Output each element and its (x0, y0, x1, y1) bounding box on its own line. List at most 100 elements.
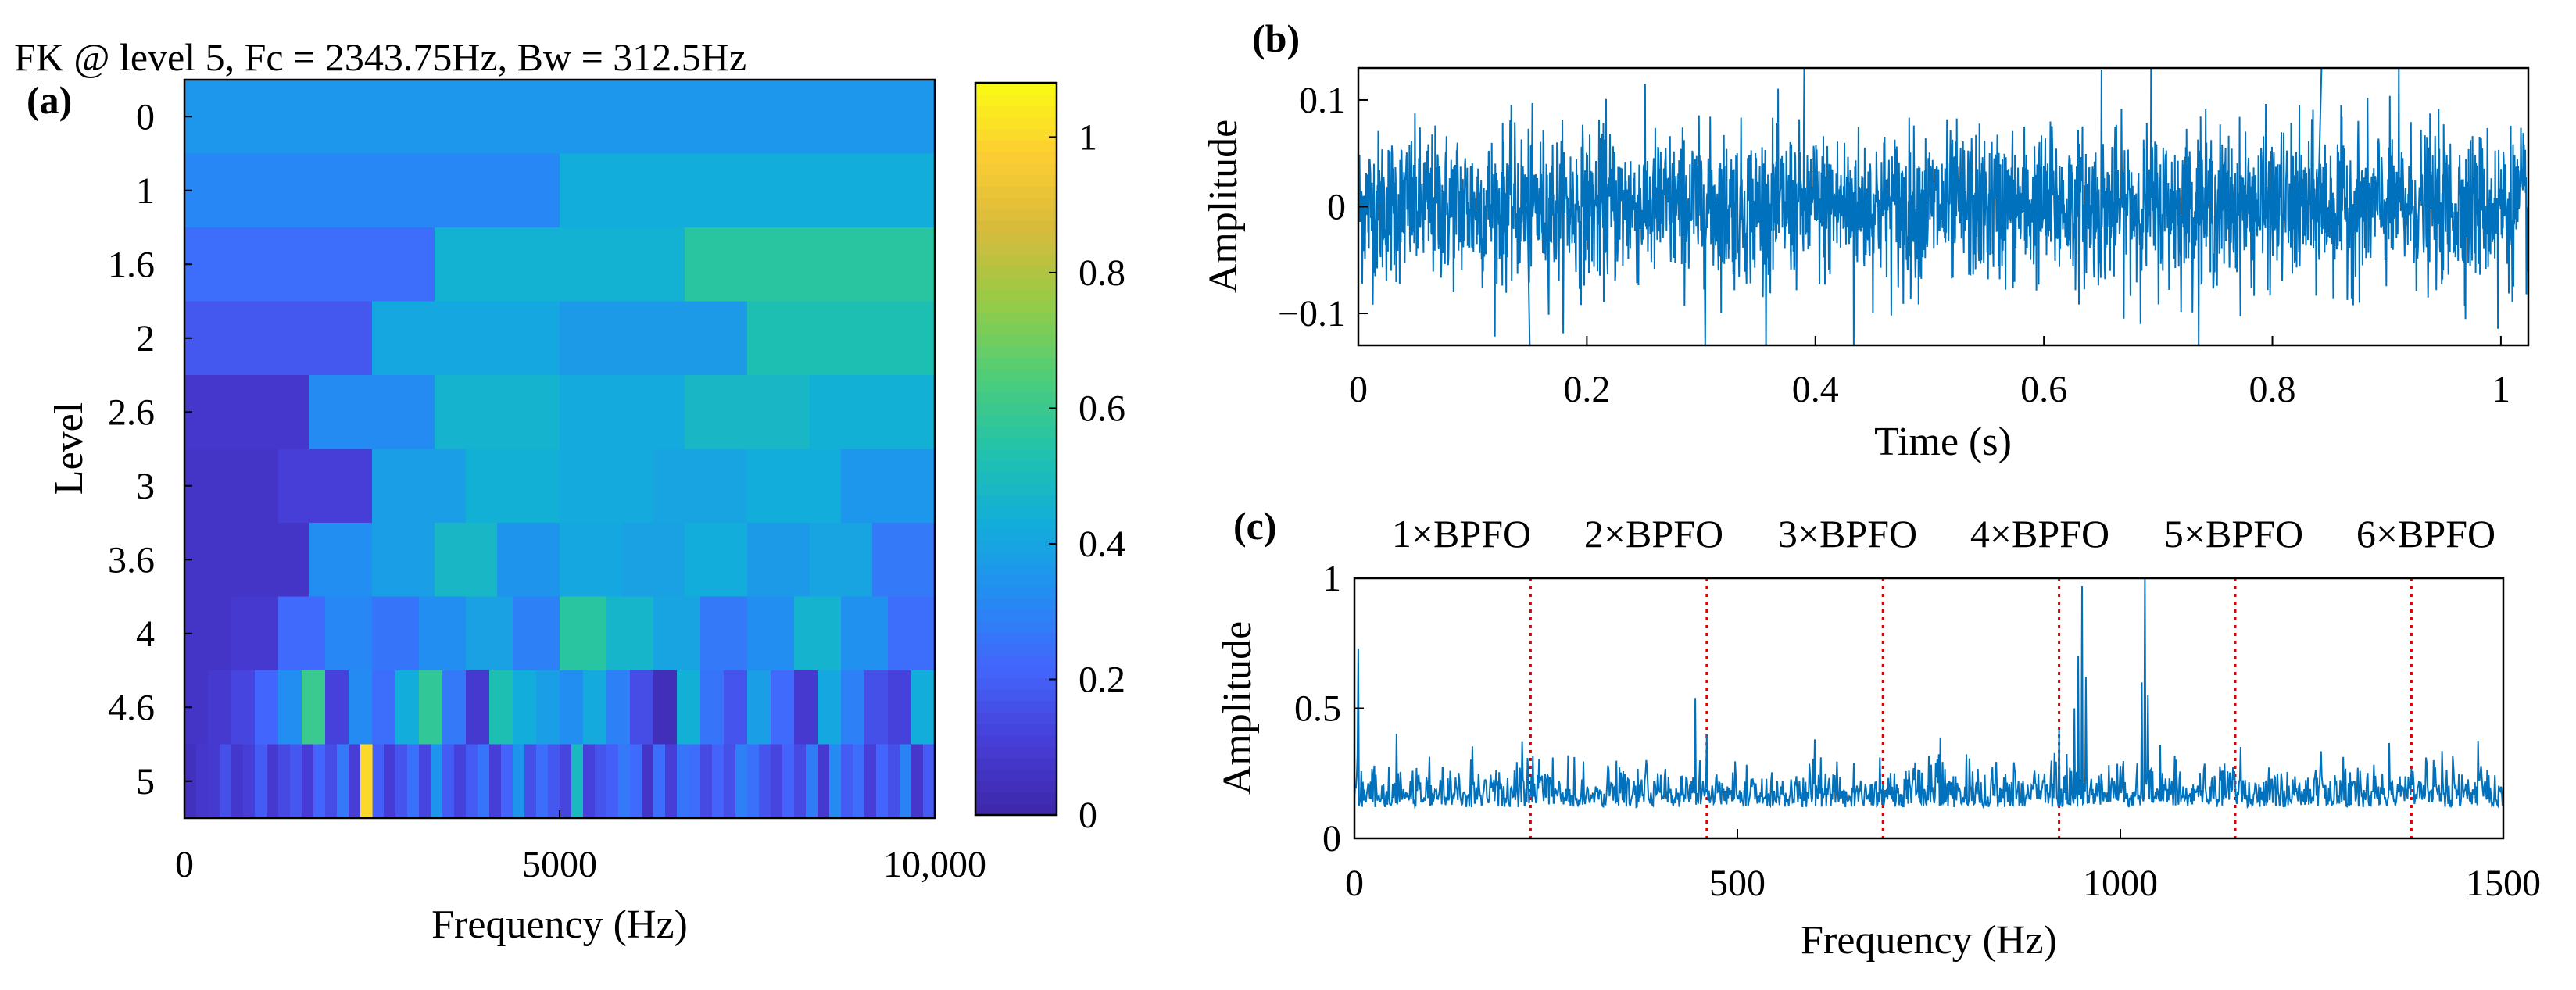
heatmap-cell (700, 670, 724, 745)
colorbar-segment (975, 116, 1057, 130)
heatmap-title: FK @ level 5, Fc = 2343.75Hz, Bw = 312.5… (14, 35, 746, 79)
heatmap-cell (653, 744, 666, 819)
colorbar-segment (975, 140, 1057, 152)
heatmap-cell (231, 670, 256, 745)
heatmap-cell (841, 449, 936, 524)
colorbar-segment (975, 185, 1057, 198)
colorbar-segment (975, 574, 1057, 587)
heatmap-cell (700, 596, 748, 671)
colorbar-segment (975, 311, 1057, 324)
heatmap-cell (501, 744, 513, 819)
heatmap-cell (536, 744, 549, 819)
colorbar-segment (975, 209, 1057, 221)
bpfo-marker-label: 5×BPFO (2164, 512, 2303, 556)
bpfo-markers: 1×BPFO 2×BPFO 3×BPFO 4×BPFO 5×BPFO 6×BPFO (1392, 512, 2496, 838)
heatmap-cell (794, 744, 807, 819)
colorbar-segment (975, 506, 1057, 519)
colorbar-segment (975, 734, 1057, 747)
colorbar-segment (975, 769, 1057, 781)
heatmap-cell (372, 670, 396, 745)
heatmap-cell (560, 744, 572, 819)
heatmap-cell (747, 301, 936, 376)
colorbar-segment (975, 700, 1057, 713)
heatmap-cell (466, 449, 560, 524)
colorbar-segment (975, 460, 1057, 473)
heatmap-y-tick-label: 1.6 (108, 244, 155, 285)
heatmap-cell (841, 596, 889, 671)
heatmap-cell (372, 523, 435, 598)
heatmap-cell (435, 375, 560, 450)
colorbar-segment (975, 712, 1057, 724)
heatmap-cell (419, 670, 443, 745)
time-x-tick-label: 0.8 (2249, 369, 2296, 410)
heatmap-cell (196, 744, 209, 819)
spectrum-y-label: Amplitude (1215, 621, 1260, 795)
heatmap-cell (747, 744, 760, 819)
heatmap-cell (700, 744, 713, 819)
heatmap-y-ticks: 0 1 1.6 2 2.6 3 3.6 4 4.6 5 (108, 96, 192, 802)
heatmap-cell (685, 375, 810, 450)
colorbar-segment (975, 426, 1057, 438)
heatmap-cell (466, 596, 513, 671)
colorbar-tick-label: 0.4 (1079, 524, 1125, 565)
heatmap-cell (184, 449, 279, 524)
colorbar-segment (975, 220, 1057, 233)
heatmap-cell (841, 670, 865, 745)
colorbar-segment (975, 151, 1057, 164)
colorbar-segment (975, 688, 1057, 702)
spectrum-y-tick-label: 0 (1322, 818, 1341, 860)
panel-label-c: (c) (1233, 504, 1277, 548)
heatmap-cell (747, 596, 795, 671)
heatmap-cell (431, 744, 443, 819)
heatmap-cell (724, 670, 748, 745)
colorbar-segment (975, 334, 1057, 347)
heatmap-cell (606, 744, 619, 819)
heatmap-cell (302, 744, 314, 819)
heatmap-cell (184, 523, 248, 598)
heatmap-cell (759, 744, 771, 819)
colorbar-segment (975, 83, 1057, 95)
colorbar-segment (975, 643, 1057, 656)
colorbar-segment (975, 563, 1057, 576)
spectrum-x-tick-label: 500 (1709, 863, 1766, 904)
heatmap-cell (247, 523, 310, 598)
heatmap-cell (923, 744, 936, 819)
heatmap-cell (677, 670, 701, 745)
heatmap-x-tick-label: 0 (175, 844, 194, 885)
heatmap-cell (724, 744, 736, 819)
heatmap-cell (853, 744, 865, 819)
heatmap-cell (489, 744, 502, 819)
heatmap-cell (888, 744, 900, 819)
colorbar-segment (975, 163, 1057, 175)
heatmap-cell (372, 744, 385, 819)
spectrum-ticks: 0 500 1000 1500 0 0.5 1 (1294, 558, 2541, 904)
heatmap-cell (208, 670, 232, 745)
heatmap-cell (478, 744, 490, 819)
heatmap-cell (372, 301, 560, 376)
spectrum-series (1354, 578, 2503, 810)
heatmap-cell (642, 744, 654, 819)
colorbar-segment (975, 402, 1057, 416)
heatmap-cell (407, 744, 420, 819)
panel-a-heatmap: FK @ level 5, Fc = 2343.75Hz, Bw = 312.5… (14, 35, 1125, 947)
time-x-tick-label: 1 (2492, 369, 2510, 410)
heatmap-cell (560, 153, 936, 228)
colorbar-segment (975, 757, 1057, 770)
heatmap-cell (349, 744, 361, 819)
colorbar-segment (975, 655, 1057, 667)
heatmap-cell (818, 670, 842, 745)
heatmap-cell (255, 744, 267, 819)
heatmap-cell (325, 670, 349, 745)
heatmap-cell (630, 744, 642, 819)
heatmap-cell (548, 744, 560, 819)
heatmap-y-tick-label: 1 (136, 170, 155, 212)
time-x-tick-label: 0.6 (2020, 369, 2067, 410)
spectrum-x-label: Frequency (Hz) (1801, 918, 2057, 963)
heatmap-cell (888, 670, 912, 745)
heatmap-cell (290, 744, 302, 819)
heatmap-cell (466, 744, 478, 819)
bpfo-marker-label: 1×BPFO (1392, 512, 1531, 556)
heatmap-cell (278, 596, 326, 671)
heatmap-cell (372, 596, 420, 671)
heatmap-cell (606, 596, 654, 671)
